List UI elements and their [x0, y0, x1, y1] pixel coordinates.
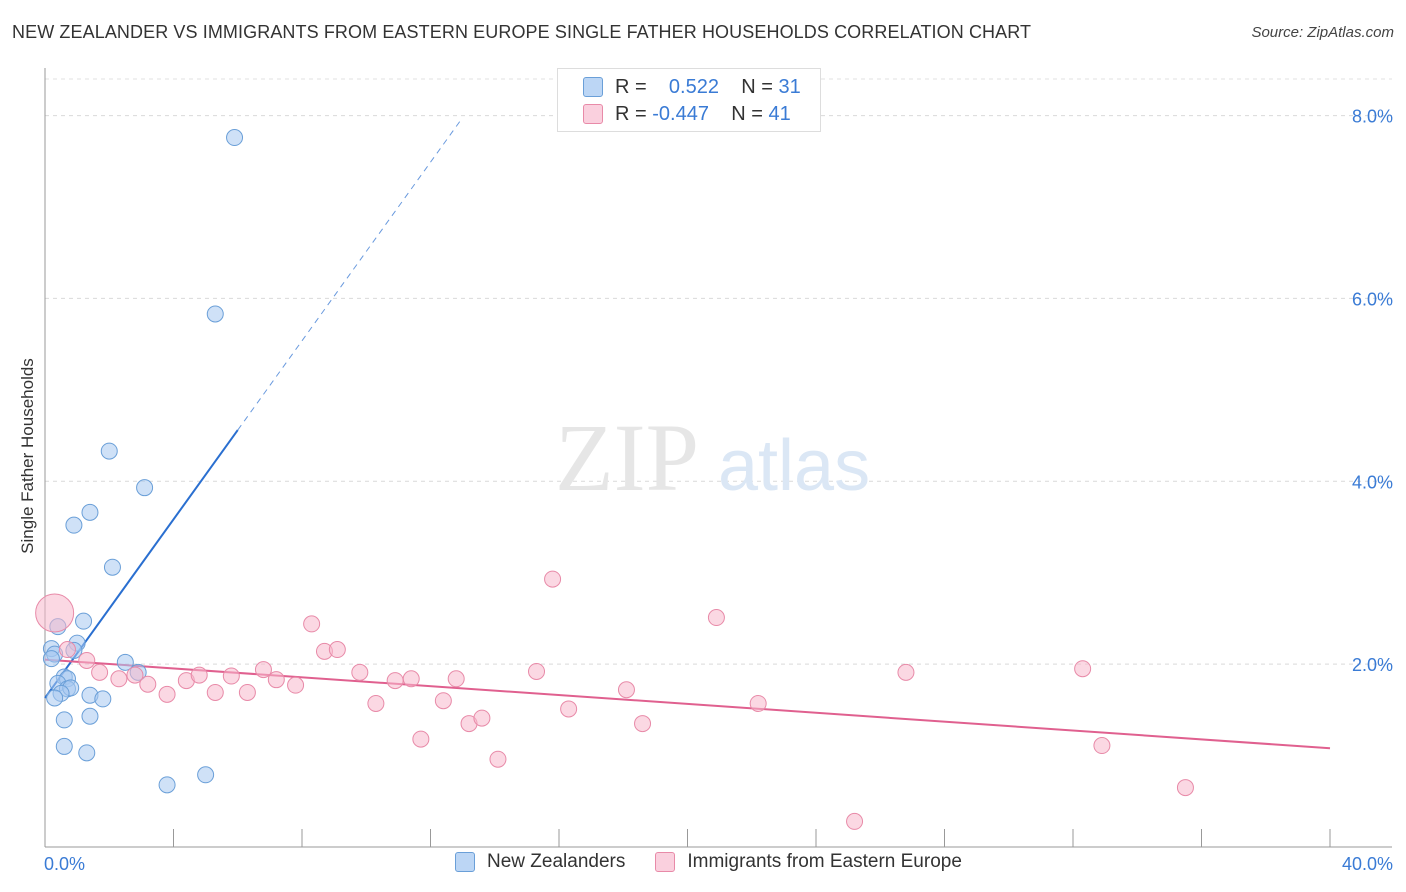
point-eastern-europe [412, 730, 430, 748]
point-new-zealanders [81, 707, 99, 725]
point-eastern-europe [749, 694, 767, 712]
chart-title: NEW ZEALANDER VS IMMIGRANTS FROM EASTERN… [12, 22, 1032, 42]
point-eastern-europe [35, 593, 75, 633]
grid [45, 78, 1392, 665]
point-eastern-europe [447, 670, 465, 688]
y-axis-label: Single Father Households [18, 358, 37, 554]
point-new-zealanders [42, 650, 60, 668]
point-eastern-europe [367, 694, 385, 712]
point-new-zealanders [206, 305, 224, 323]
point-eastern-europe [158, 685, 176, 703]
point-eastern-europe [328, 641, 346, 659]
point-new-zealanders [46, 689, 64, 707]
r-label: R = [615, 75, 647, 98]
y-tick-label: 6.0% [1352, 289, 1393, 309]
point-new-zealanders [197, 766, 215, 784]
point-eastern-europe [489, 750, 507, 768]
watermark: ZIP atlas [555, 404, 870, 511]
correlation-legend: R = 0.522 N = 31 R = -0.447 N = 41 [557, 68, 821, 132]
source-label: Source: ZipAtlas.com [1251, 24, 1394, 41]
point-new-zealanders [94, 690, 112, 708]
point-eastern-europe [1074, 660, 1092, 678]
trend-line-extension [237, 117, 464, 431]
point-eastern-europe [528, 662, 546, 680]
point-eastern-europe [58, 641, 76, 659]
axes [44, 68, 1392, 848]
point-eastern-europe [287, 676, 305, 694]
point-new-zealanders [55, 711, 73, 729]
point-eastern-europe [267, 671, 285, 689]
point-eastern-europe [139, 675, 157, 693]
point-eastern-europe [238, 683, 256, 701]
point-eastern-europe [190, 666, 208, 684]
legend-row-new-zealanders: R = 0.522 N = 31 [583, 75, 801, 99]
point-new-zealanders [158, 776, 176, 794]
x-tick-label: 40.0% [1342, 854, 1393, 874]
point-new-zealanders [103, 558, 121, 576]
pink-swatch [583, 104, 603, 124]
blue-swatch [583, 77, 603, 97]
legend-row-eastern-europe: R = -0.447 N = 41 [583, 102, 791, 126]
point-new-zealanders [81, 503, 99, 521]
point-new-zealanders [226, 129, 244, 147]
point-new-zealanders [136, 479, 154, 497]
n-value: 41 [768, 102, 791, 125]
tick-labels: 2.0% 4.0% 6.0% 8.0% 0.0% 40.0% [44, 107, 1393, 874]
point-eastern-europe [617, 681, 635, 699]
point-new-zealanders [55, 737, 73, 755]
data-points [35, 129, 1194, 830]
point-eastern-europe [110, 670, 128, 688]
point-eastern-europe [254, 661, 272, 679]
y-tick-label: 8.0% [1352, 107, 1393, 127]
r-value: -0.447 [652, 102, 709, 125]
n-value: 31 [778, 75, 801, 98]
point-eastern-europe [386, 672, 404, 690]
point-eastern-europe [351, 663, 369, 681]
point-eastern-europe [897, 663, 915, 681]
point-eastern-europe [402, 670, 420, 688]
point-new-zealanders [65, 516, 83, 534]
point-new-zealanders [100, 442, 118, 460]
legend-item-new-zealanders: New Zealanders [455, 851, 625, 873]
x-tick-label: 0.0% [44, 854, 85, 874]
r-value: 0.522 [668, 75, 719, 98]
legend-label: Immigrants from Eastern Europe [687, 851, 962, 872]
watermark-atlas: atlas [718, 426, 870, 506]
blue-swatch [455, 852, 475, 872]
n-label: N = [741, 75, 773, 98]
point-eastern-europe [206, 683, 224, 701]
watermark-zip: ZIP [555, 404, 699, 511]
y-tick-label: 2.0% [1352, 655, 1393, 675]
point-eastern-europe [126, 666, 144, 684]
point-eastern-europe [222, 667, 240, 685]
point-eastern-europe [846, 812, 864, 830]
point-eastern-europe [473, 709, 491, 727]
legend-item-eastern-europe: Immigrants from Eastern Europe [655, 851, 962, 873]
point-eastern-europe [1176, 779, 1194, 797]
y-tick-label: 4.0% [1352, 472, 1393, 492]
n-label: N = [731, 102, 763, 125]
point-eastern-europe [634, 715, 652, 733]
point-eastern-europe [434, 692, 452, 710]
point-eastern-europe [707, 609, 725, 627]
point-eastern-europe [1093, 737, 1111, 755]
point-eastern-europe [303, 615, 321, 633]
point-new-zealanders [75, 612, 93, 630]
point-eastern-europe [78, 651, 96, 669]
point-new-zealanders [116, 653, 134, 671]
r-label: R = [615, 102, 647, 125]
point-eastern-europe [560, 700, 578, 718]
point-new-zealanders [78, 744, 96, 762]
legend-label: New Zealanders [487, 851, 626, 872]
series-legend: New Zealanders Immigrants from Eastern E… [455, 851, 992, 873]
pink-swatch [655, 852, 676, 872]
point-eastern-europe [544, 570, 562, 588]
point-eastern-europe [91, 663, 109, 681]
